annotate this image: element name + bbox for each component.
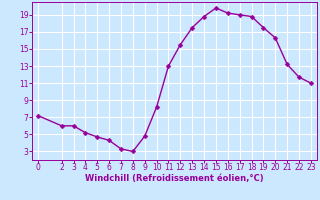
X-axis label: Windchill (Refroidissement éolien,°C): Windchill (Refroidissement éolien,°C) <box>85 174 264 183</box>
